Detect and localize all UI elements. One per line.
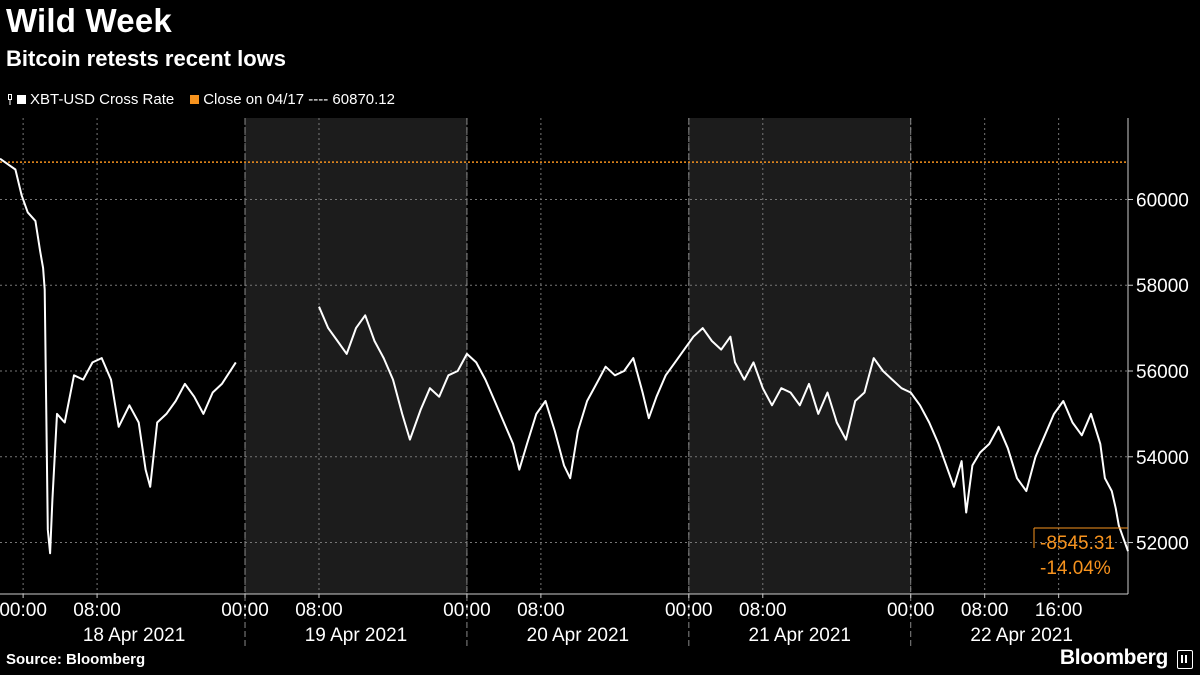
shaded-day-band: [688, 118, 911, 594]
source-note: Source: Bloomberg: [6, 651, 146, 668]
x-tick-label: 08:00: [295, 600, 343, 621]
legend-item-series: XBT-USD Cross Rate: [8, 91, 174, 108]
x-tick-label: 00:00: [0, 600, 47, 621]
y-tick-label: 54000: [1136, 448, 1189, 469]
y-tick-label: 52000: [1136, 534, 1189, 555]
legend-swatch-series: [17, 95, 26, 104]
brand-logo-text: Bloomberg: [1059, 646, 1168, 669]
x-tick-label: 00:00: [665, 600, 713, 621]
series-line-xbt-usd: [318, 306, 1129, 552]
x-date-label: 22 Apr 2021: [970, 625, 1072, 646]
chart-subtitle: Bitcoin retests recent lows: [6, 46, 286, 71]
y-tick-label: 56000: [1136, 362, 1189, 383]
x-date-label: 19 Apr 2021: [305, 625, 407, 646]
x-tick-label: 00:00: [443, 600, 491, 621]
legend: XBT-USD Cross Rate Close on 04/17 ---- 6…: [8, 91, 395, 108]
x-tick-label: 00:00: [221, 600, 269, 621]
annotation-change-value: -8545.31: [1040, 533, 1115, 554]
series-line-xbt-usd: [0, 157, 237, 555]
shaded-day-band: [245, 118, 467, 594]
terminal-icon: [1177, 650, 1193, 669]
legend-swatch-close: [190, 95, 200, 104]
x-tick-label: 16:00: [1035, 600, 1083, 621]
legend-label-close: Close on 04/17 ---- 60870.12: [203, 91, 395, 108]
chart-title: Wild Week: [6, 2, 172, 39]
annotation-change-percent: -14.04%: [1040, 558, 1111, 579]
x-date-label: 21 Apr 2021: [749, 625, 851, 646]
y-tick-label: 60000: [1136, 190, 1189, 211]
x-tick-label: 08:00: [739, 600, 787, 621]
x-date-label: 18 Apr 2021: [83, 625, 185, 646]
x-tick-label: 08:00: [73, 600, 121, 621]
x-tick-label: 00:00: [887, 600, 935, 621]
y-tick-label: 58000: [1136, 276, 1189, 297]
x-tick-label: 08:00: [961, 600, 1009, 621]
x-tick-label: 08:00: [517, 600, 565, 621]
legend-label-series: XBT-USD Cross Rate: [30, 91, 175, 108]
line-marker-icon: [8, 93, 12, 105]
legend-item-close: Close on 04/17 ---- 60870.12: [190, 91, 395, 108]
x-date-label: 20 Apr 2021: [527, 625, 629, 646]
